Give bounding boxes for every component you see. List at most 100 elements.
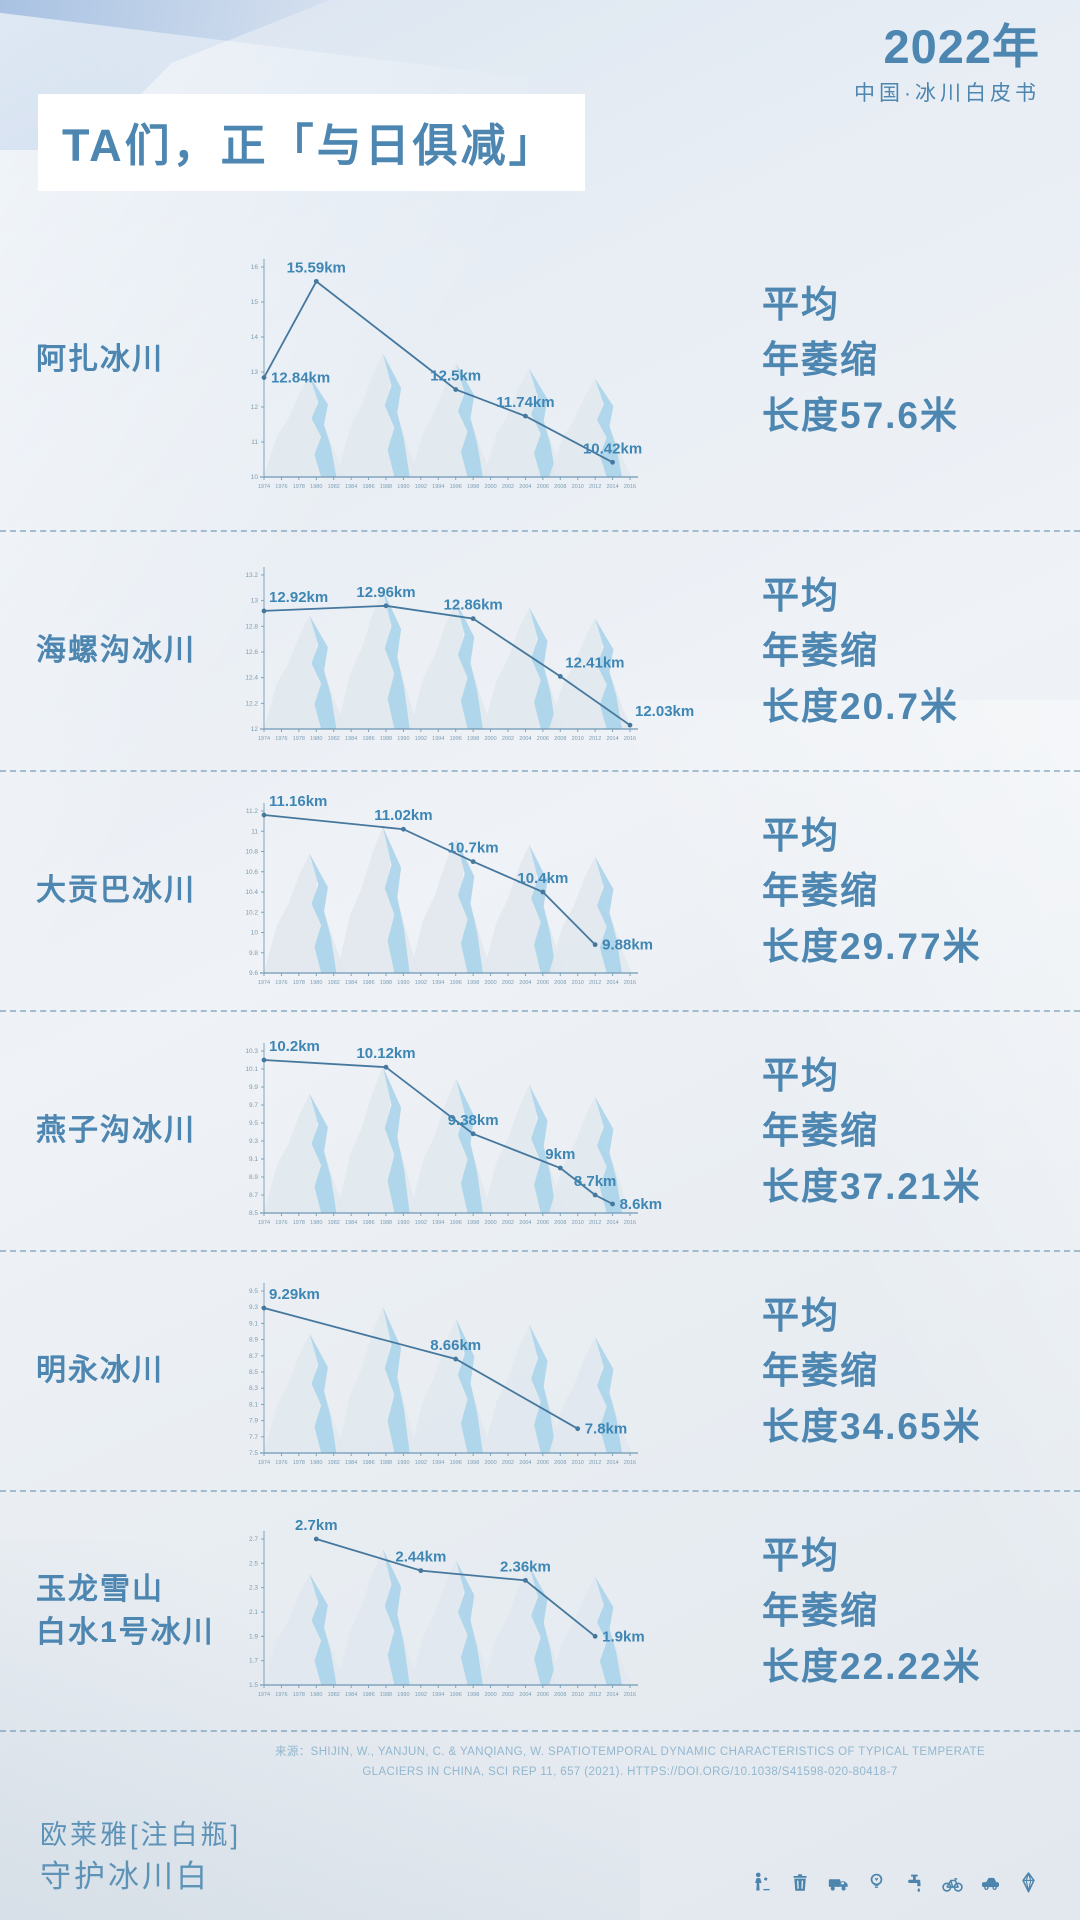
svg-text:8.1: 8.1 (249, 1401, 258, 1408)
svg-text:2010: 2010 (572, 1460, 584, 1466)
bicycle-icon (942, 1878, 963, 1892)
svg-text:2014: 2014 (606, 736, 618, 742)
svg-text:2002: 2002 (502, 1460, 514, 1466)
svg-text:1992: 1992 (415, 484, 427, 490)
svg-text:2014: 2014 (606, 1220, 618, 1226)
glacier-name: 明永冰川 (36, 1349, 222, 1393)
svg-text:2012: 2012 (589, 484, 601, 490)
svg-text:1990: 1990 (397, 736, 409, 742)
svg-text:12.96km: 12.96km (356, 584, 415, 601)
glacier-section: 海螺沟冰川 13.2 13 12.8 12.6 12.4 12.2 12 1974 1976 19… (0, 530, 1080, 770)
svg-text:9.3: 9.3 (249, 1304, 258, 1311)
svg-text:1974: 1974 (258, 1460, 270, 1466)
svg-text:1994: 1994 (432, 484, 444, 490)
stat-line: 长度37.21米 (762, 1165, 982, 1207)
svg-text:2002: 2002 (502, 1220, 514, 1226)
svg-text:2010: 2010 (572, 1220, 584, 1226)
svg-text:1998: 1998 (467, 484, 479, 490)
svg-text:1988: 1988 (380, 1692, 392, 1698)
ice-crystal-icon (1022, 1872, 1035, 1893)
svg-text:12.2: 12.2 (245, 700, 258, 707)
delivery-truck-icon (828, 1879, 848, 1891)
svg-text:2016: 2016 (624, 980, 636, 986)
svg-text:12.6: 12.6 (245, 649, 258, 656)
svg-text:8.7: 8.7 (249, 1192, 258, 1199)
svg-text:9.7: 9.7 (249, 1102, 258, 1109)
svg-text:1988: 1988 (380, 980, 392, 986)
svg-text:1992: 1992 (415, 1220, 427, 1226)
svg-text:2012: 2012 (589, 1692, 601, 1698)
stat-line: 长度20.7米 (762, 685, 960, 727)
svg-text:8.66km: 8.66km (430, 1337, 481, 1354)
svg-text:2012: 2012 (589, 1220, 601, 1226)
svg-text:2016: 2016 (624, 1460, 636, 1466)
source-row: 来源：SHIJIN, W., YANJUN, C. & YANQIANG, W.… (0, 1730, 1080, 1794)
stat-line: 长度57.6米 (762, 394, 960, 436)
svg-text:12: 12 (251, 726, 259, 733)
stat-line: 平均 (762, 1054, 840, 1096)
svg-text:2012: 2012 (589, 1460, 601, 1466)
page-title-text: TA们，正「与日俱减」 (62, 120, 557, 171)
svg-text:8.3: 8.3 (249, 1385, 258, 1392)
brand-line2: 守护冰川白 (40, 1858, 210, 1894)
svg-text:1990: 1990 (397, 1692, 409, 1698)
svg-text:9.5: 9.5 (249, 1288, 258, 1295)
svg-text:1976: 1976 (275, 1220, 287, 1226)
svg-text:2016: 2016 (624, 736, 636, 742)
brand-block: 欧莱雅[注白瓶] 守护冰川白 (40, 1817, 241, 1898)
glacier-name: 大贡巴冰川 (36, 869, 222, 913)
svg-text:9.6: 9.6 (249, 970, 258, 977)
svg-text:2002: 2002 (502, 1692, 514, 1698)
svg-text:7.5: 7.5 (249, 1450, 258, 1457)
svg-text:12: 12 (251, 404, 259, 411)
brand-line1: 欧莱雅[注白瓶] (40, 1819, 242, 1850)
svg-text:14: 14 (251, 334, 259, 341)
svg-text:2006: 2006 (537, 1460, 549, 1466)
svg-text:8.9: 8.9 (249, 1174, 258, 1181)
svg-text:2000: 2000 (484, 980, 496, 986)
svg-text:1974: 1974 (258, 736, 270, 742)
svg-text:1998: 1998 (467, 980, 479, 986)
svg-text:11: 11 (251, 828, 258, 835)
svg-text:12.92km: 12.92km (269, 589, 328, 606)
svg-text:12.03km: 12.03km (635, 703, 694, 720)
svg-text:1980: 1980 (310, 1692, 322, 1698)
source-citation: 来源：SHIJIN, W., YANJUN, C. & YANQIANG, W.… (274, 1746, 986, 1778)
svg-text:2004: 2004 (519, 736, 531, 742)
stat-line: 长度34.65米 (762, 1405, 982, 1447)
svg-text:1996: 1996 (450, 736, 462, 742)
svg-text:1984: 1984 (345, 1692, 357, 1698)
svg-text:12.84km: 12.84km (271, 370, 330, 387)
svg-text:1976: 1976 (275, 484, 287, 490)
svg-text:10.3: 10.3 (245, 1048, 258, 1055)
svg-text:1990: 1990 (397, 1220, 409, 1226)
svg-text:2002: 2002 (502, 736, 514, 742)
svg-text:1990: 1990 (397, 484, 409, 490)
svg-text:1978: 1978 (293, 980, 305, 986)
glacier-name-line: 海螺沟冰川 (36, 634, 196, 668)
svg-text:10.6: 10.6 (245, 869, 258, 876)
svg-text:1982: 1982 (328, 736, 340, 742)
svg-text:1984: 1984 (345, 736, 357, 742)
svg-text:1.9km: 1.9km (602, 1628, 645, 1645)
svg-text:1984: 1984 (345, 1460, 357, 1466)
svg-text:1986: 1986 (362, 980, 374, 986)
svg-text:2.3: 2.3 (249, 1585, 258, 1592)
glacier-name: 燕子沟冰川 (36, 1109, 222, 1153)
eco-icons-row (751, 1871, 1040, 1894)
edition-year: 2022年 (883, 20, 1040, 73)
svg-text:1978: 1978 (293, 1460, 305, 1466)
svg-text:10.4km: 10.4km (517, 870, 568, 887)
svg-text:12.4: 12.4 (245, 675, 258, 682)
svg-text:2012: 2012 (589, 736, 601, 742)
svg-text:1986: 1986 (362, 484, 374, 490)
glacier-shrink-stat: 平均 年萎缩 长度29.77米 (762, 808, 982, 975)
svg-text:2010: 2010 (572, 736, 584, 742)
svg-text:2006: 2006 (537, 484, 549, 490)
svg-text:1992: 1992 (415, 980, 427, 986)
svg-text:1990: 1990 (397, 980, 409, 986)
svg-text:1996: 1996 (450, 1692, 462, 1698)
